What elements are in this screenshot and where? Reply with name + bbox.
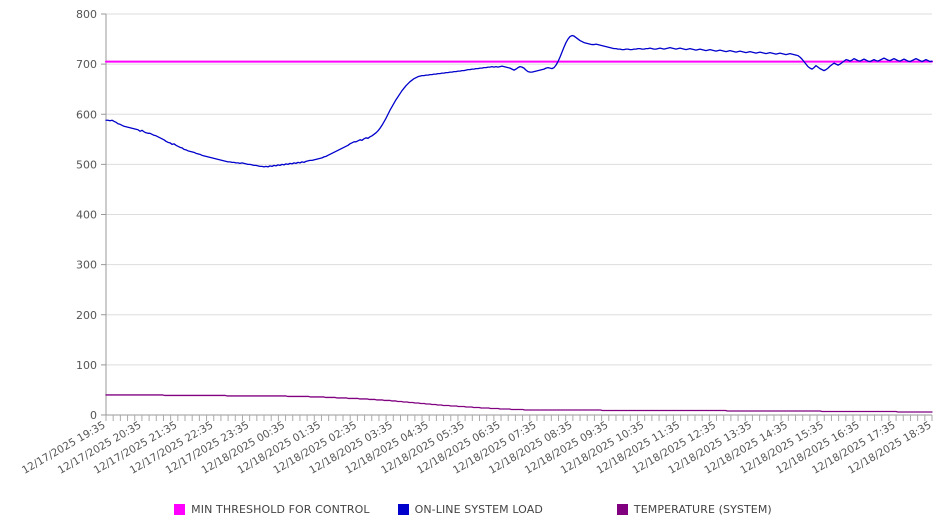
series-lines <box>105 34 933 413</box>
y-tick-label: 200 <box>76 309 97 322</box>
legend-color-swatch <box>397 504 409 515</box>
y-tick-label: 500 <box>76 158 97 171</box>
series-line-1 <box>105 34 933 168</box>
legend-item[interactable]: TEMPERATURE (SYSTEM) <box>616 503 772 516</box>
y-tick-label: 600 <box>76 108 97 121</box>
y-tick-label: 100 <box>76 359 97 372</box>
legend-color-swatch <box>616 504 628 515</box>
y-axis-ticks: 0 100 200 300 400 500 600 700 800 <box>76 8 106 422</box>
series-line-2 <box>105 394 933 413</box>
legend-item[interactable]: ON-LINE SYSTEM LOAD <box>397 503 543 516</box>
y-tick-label: 0 <box>90 409 97 422</box>
x-axis-ticks <box>105 415 933 421</box>
y-tick-label: 700 <box>76 58 97 71</box>
legend-color-swatch <box>174 504 186 515</box>
legend-label: ON-LINE SYSTEM LOAD <box>414 503 543 516</box>
y-tick-label: 300 <box>76 259 97 272</box>
y-tick-label: 800 <box>76 8 97 21</box>
legend-label: MIN THRESHOLD FOR CONTROL <box>191 503 370 516</box>
legend-item[interactable]: MIN THRESHOLD FOR CONTROL <box>174 503 369 516</box>
legend-label: TEMPERATURE (SYSTEM) <box>633 503 772 516</box>
gridlines <box>105 13 932 416</box>
y-tick-label: 400 <box>76 209 97 222</box>
chart-legend: MIN THRESHOLD FOR CONTROL ON-LINE SYSTEM … <box>0 503 946 516</box>
